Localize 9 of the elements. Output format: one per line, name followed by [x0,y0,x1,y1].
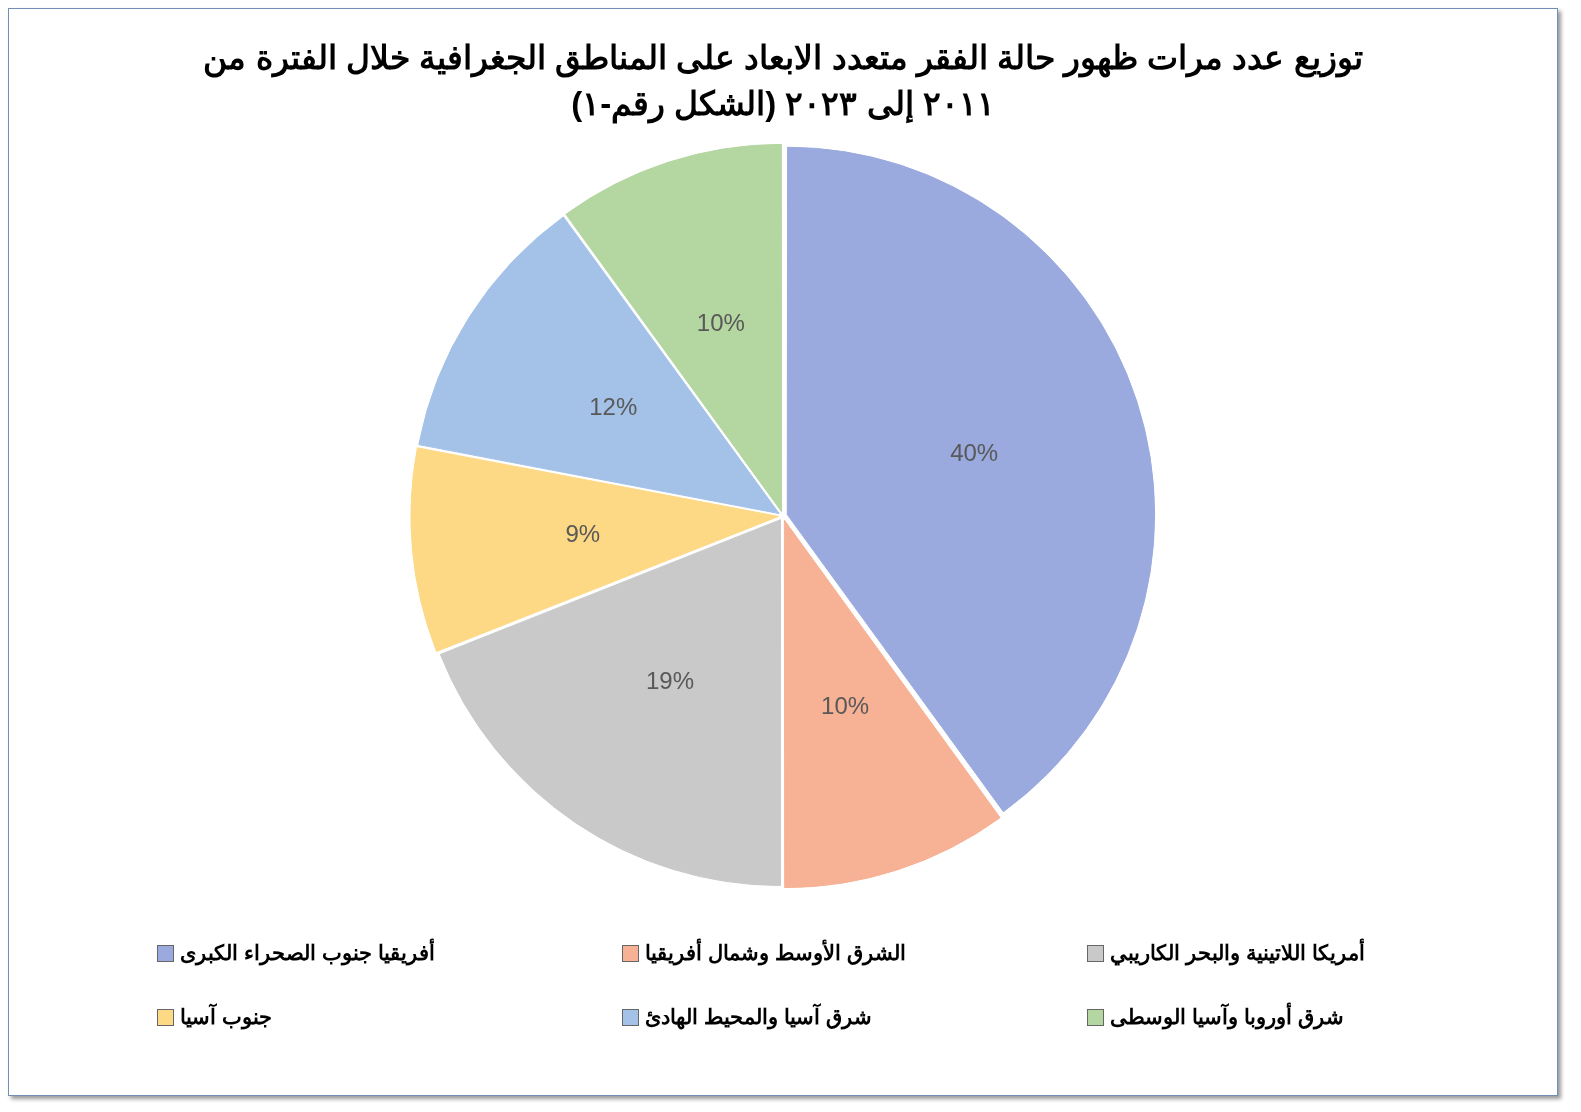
data-label: 19% [645,666,695,694]
data-label: 9% [565,519,601,547]
legend-label: شرق آسيا والمحيط الهادئ [645,1005,872,1029]
data-label: 10% [821,691,870,719]
chart-title: توزيع عدد مرات ظهور حالة الفقر متعدد الابعاد على المناطق الجغرافية خلال الفترة من ٢٠١١ إلى ٢٠٢٣ (الشكل رقم-١) [202,38,1364,126]
legend-label: جنوب آسيا [180,1005,272,1029]
data-label: 10% [696,309,745,337]
data-label: 40% [950,438,999,466]
data-label: 12% [589,392,638,420]
